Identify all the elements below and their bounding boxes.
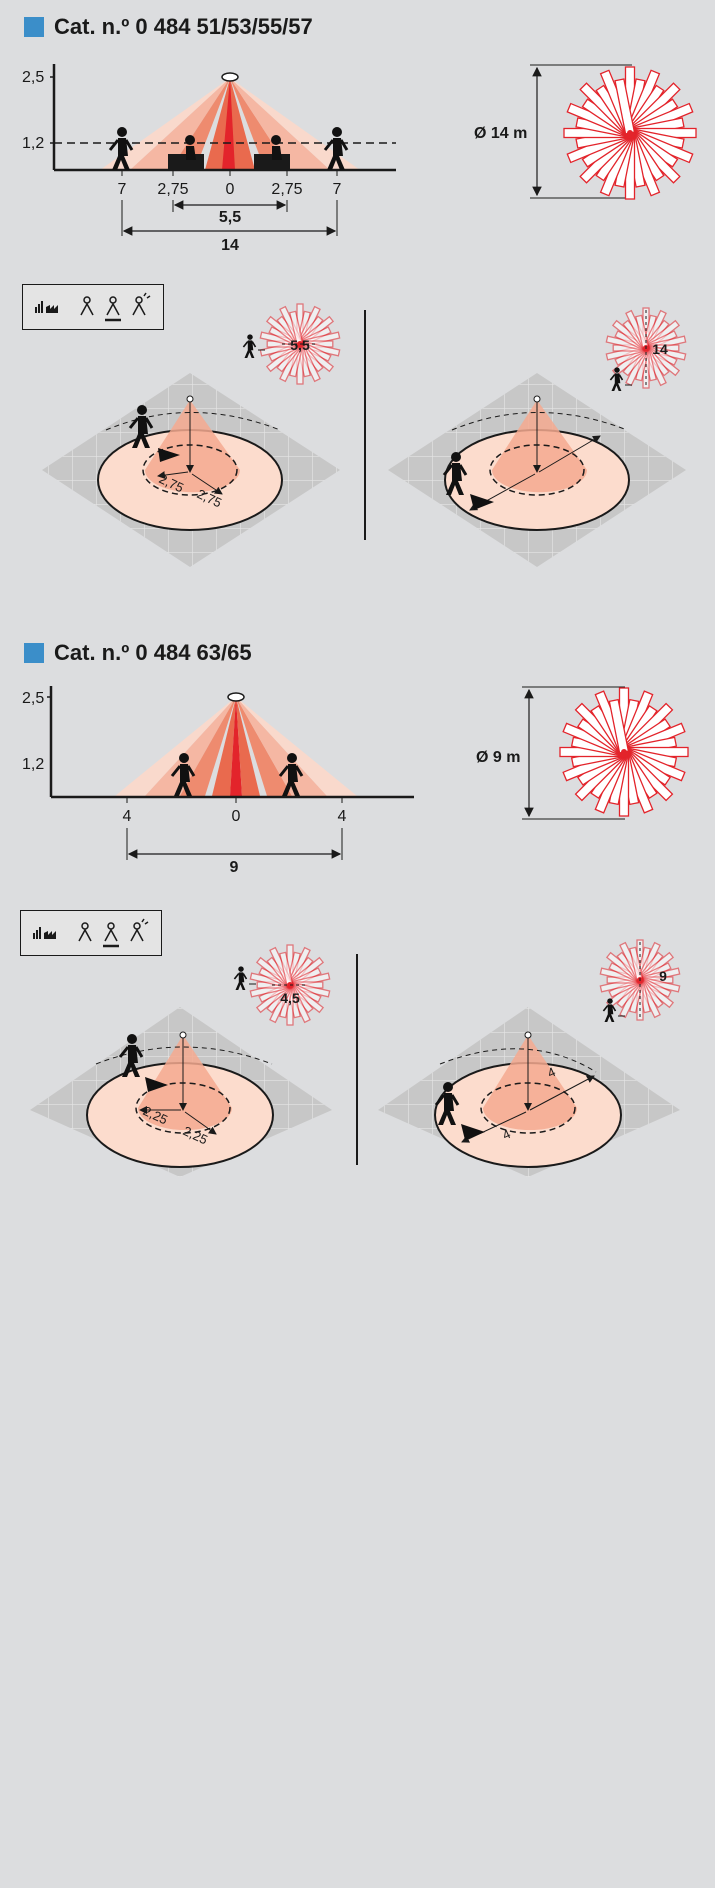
detection-burst-icon [559,687,689,817]
x-tick-label: 0 [226,181,235,198]
section2-header: Cat. n.º 0 484 63/65 [24,640,252,666]
sensor-icon [533,395,541,403]
top-view-2: Ø 9 m [476,686,689,820]
x-tick-label: 2,75 [271,181,302,198]
x-tick-label: 4 [338,808,347,825]
sensor-icon [221,72,239,82]
sensitivity-high-icon [130,918,149,942]
y-tick-label: 2,5 [22,690,44,707]
direction-arrow-icon [470,494,494,510]
sensitivity-mid-icon [105,296,121,322]
outer-span-label: 9 [230,859,239,876]
x-tick-label: 7 [333,181,342,198]
x-ticks [121,170,338,176]
mini-burst-icon [605,307,687,389]
detection-burst-icon [563,66,697,200]
section-marker-icon [24,643,44,663]
iso-view-1-right: 14 [388,307,687,567]
top-view-1: Ø 14 m [474,64,697,200]
y-tick-label: 2,5 [22,69,44,86]
mode-selector-2 [20,910,162,956]
x-tick-label: 2,75 [157,181,188,198]
sensor-icon [186,395,194,403]
side-view-1: 2,5 1,2 7 2,75 0 2,75 7 5,5 14 [22,64,396,254]
iso-view-2-left: 2,25 2,25 4,5 [30,944,332,1177]
direction-arrow-icon [158,448,180,462]
mode-icons [33,918,149,948]
y-tick-label: 1,2 [22,135,44,152]
side-view-2: 2,5 1,2 4 0 4 9 [22,686,414,876]
burst-label: 4,5 [280,990,300,1006]
light-level-icon [35,301,58,313]
x-tick-label: 4 [123,808,132,825]
mini-burst-icon [259,303,341,385]
sensor-icon [524,1031,532,1039]
mode-selector-1 [22,284,164,330]
direction-arrow-icon [145,1077,168,1092]
sensor-icon [227,692,245,702]
sensitivity-low-icon [78,922,92,942]
detection-beams [115,697,357,796]
section-marker-icon [24,17,44,37]
outer-span-label: 14 [221,237,239,254]
mini-burst-icon [599,939,681,1021]
sensor-icon [179,1031,187,1039]
iso-view-1-left: 2,75 2,75 5,5 [42,303,341,567]
sensitivity-mid-icon [103,922,119,948]
mode-icons [35,292,151,322]
detection-beams [100,78,360,170]
section1-header: Cat. n.º 0 484 51/53/55/57 [24,14,313,40]
y-tick-label: 1,2 [22,756,44,773]
burst-label: 5,5 [290,337,310,353]
burst-label: 14 [652,341,668,357]
sensitivity-low-icon [80,296,94,316]
diameter-label: Ø 9 m [476,749,520,766]
mini-burst-icon [249,944,331,1026]
burst-label: 9 [659,968,667,984]
x-tick-label: 0 [232,808,241,825]
x-tick-label: 7 [118,181,127,198]
diameter-label: Ø 14 m [474,125,527,142]
section1-title: Cat. n.º 0 484 51/53/55/57 [54,14,313,39]
direction-arrow-icon [461,1124,485,1140]
iso-view-2-right: 4 4 9 [378,939,681,1177]
sensitivity-high-icon [132,292,151,316]
light-level-icon [33,927,56,939]
walker-icon [233,965,248,991]
walker-icon [242,333,257,359]
inner-span-label: 5,5 [219,209,241,226]
section2-title: Cat. n.º 0 484 63/65 [54,640,252,665]
